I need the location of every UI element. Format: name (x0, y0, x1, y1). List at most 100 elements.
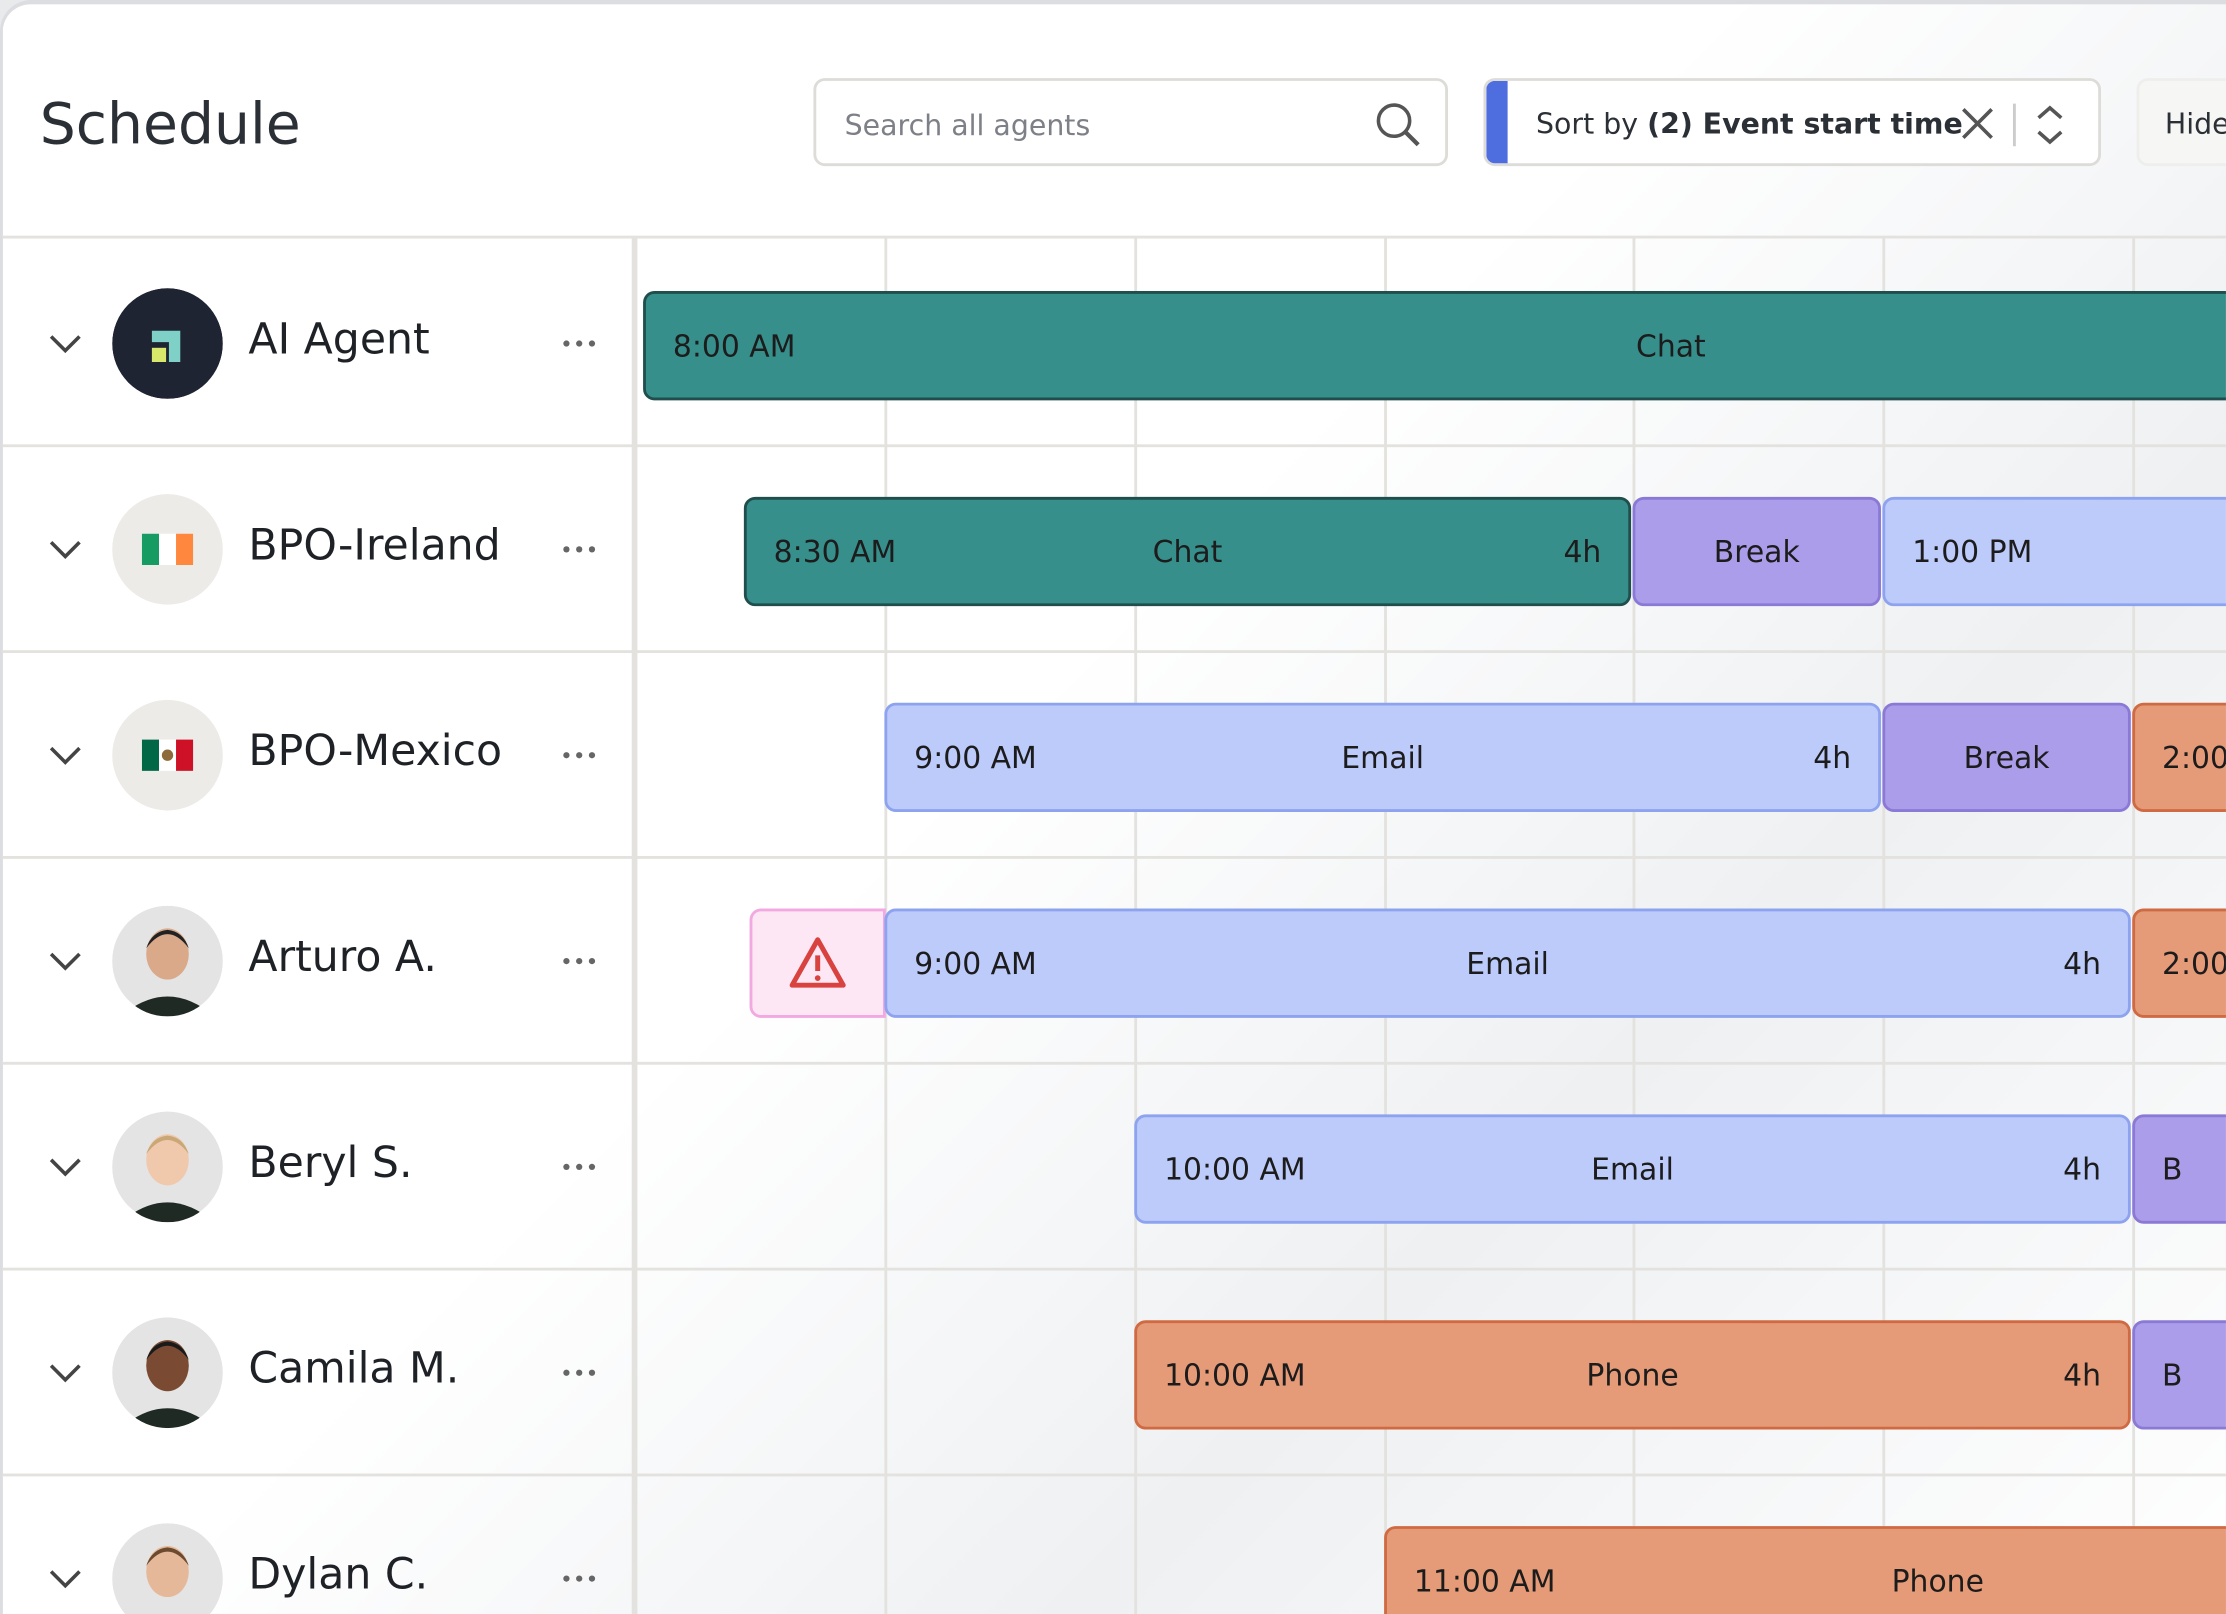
event-block[interactable]: 9:00 AM Email 4h (884, 702, 1881, 813)
agent-avatar (112, 288, 223, 399)
chevron-icon (49, 541, 81, 559)
row-divider (2, 856, 2226, 859)
more-icon (563, 1369, 596, 1376)
chevron-icon (49, 1570, 81, 1589)
event-start: 11:00 AM (1413, 1563, 1556, 1598)
expand-chevron[interactable] (45, 1359, 85, 1387)
more-icon (563, 546, 596, 553)
event-block[interactable]: 9:00 AM Email 4h (884, 908, 2131, 1018)
event-block[interactable]: 1:00 PM (1882, 496, 2226, 607)
event-duration: 4h (1813, 740, 1852, 775)
event-duration: 4h (2063, 1357, 2102, 1392)
avatar-image (112, 1111, 223, 1223)
more-icon (563, 1575, 596, 1582)
event-type: Email (1591, 1152, 1674, 1187)
expand-chevron[interactable] (45, 329, 85, 357)
event-type: Email (1466, 946, 1549, 981)
event-duration: 4h (1563, 534, 1602, 569)
more-icon (563, 1163, 596, 1171)
event-type: Break (1963, 740, 2050, 775)
conflict-warning[interactable] (749, 908, 886, 1018)
sort-control[interactable]: Sort by (2) Event start time (1483, 78, 2102, 167)
page-title: Schedule (39, 92, 301, 158)
more-menu[interactable] (561, 329, 598, 357)
event-type: Break (1713, 534, 1800, 569)
agent-avatar (112, 494, 223, 605)
more-menu[interactable] (561, 1359, 598, 1387)
avatar-image (112, 1523, 223, 1614)
event-block[interactable]: 2:00 (2132, 908, 2226, 1018)
more-icon (563, 340, 596, 347)
more-icon (563, 957, 596, 965)
chevron-icon (49, 746, 81, 765)
event-start: 1:00 PM (1912, 534, 2033, 569)
search-box[interactable]: Search all agents (813, 78, 1448, 167)
event-block[interactable]: 2:00 (2132, 702, 2226, 813)
event-start: 2:00 (2162, 740, 2226, 775)
agent-avatar (112, 699, 223, 811)
event-start: 8:00 AM (672, 328, 796, 363)
sort-actions[interactable] (1955, 103, 2097, 147)
agent-name: BPO-Ireland (248, 520, 501, 571)
more-menu[interactable] (561, 1153, 598, 1181)
agent-name: Dylan C. (248, 1550, 429, 1600)
event-block[interactable]: Break (1632, 496, 1881, 607)
agent-avatar (112, 1317, 223, 1429)
event-type: Chat (1152, 534, 1223, 569)
sort-value: (2) Event start time (1647, 106, 1963, 141)
event-block[interactable]: 8:00 AM Chat (643, 291, 2226, 401)
agent-name: BPO-Mexico (248, 726, 503, 777)
event-type: Email (1341, 740, 1425, 775)
avatar-image (112, 494, 223, 605)
avatar-image (112, 1317, 223, 1429)
expand-chevron[interactable] (45, 1153, 85, 1181)
event-block[interactable]: B (2132, 1320, 2226, 1430)
avatar-image (112, 699, 223, 811)
chevron-icon (49, 1364, 81, 1383)
more-menu[interactable] (561, 535, 598, 563)
agent-name: Camila M. (248, 1344, 460, 1395)
more-menu[interactable] (561, 947, 598, 975)
hide-label: Hide (2164, 106, 2226, 141)
agent-avatar (112, 905, 223, 1017)
agent-name: AI Agent (248, 315, 430, 365)
hide-button[interactable]: Hide (2136, 78, 2226, 167)
event-type: Phone (1891, 1563, 1984, 1598)
chevron-icon (49, 952, 81, 971)
warning-icon (789, 937, 846, 988)
more-menu[interactable] (561, 741, 598, 769)
search-icon (1376, 103, 1420, 147)
expand-chevron[interactable] (45, 1564, 85, 1592)
event-start: B (2162, 1152, 2183, 1187)
row-divider (2, 1267, 2226, 1271)
agent-name: Arturo A. (248, 932, 437, 983)
event-block[interactable]: 8:30 AM Chat 4h (743, 496, 1632, 607)
chevron-icon (49, 1158, 81, 1177)
sort-label: Sort by (2) Event start time (1536, 106, 1963, 140)
expand-chevron[interactable] (45, 535, 85, 563)
chevron-icon (49, 335, 81, 354)
event-block[interactable]: 10:00 AM Phone 4h (1134, 1320, 2131, 1430)
event-start: 10:00 AM (1164, 1357, 1306, 1392)
event-block[interactable]: B (2132, 1114, 2226, 1224)
agent-avatar (112, 1523, 223, 1614)
event-start: 9:00 AM (914, 946, 1037, 981)
event-duration: 4h (2063, 946, 2102, 981)
event-start: 8:30 AM (773, 534, 897, 569)
row-divider (2, 444, 2226, 448)
expand-chevron[interactable] (45, 741, 85, 769)
event-start: 2:00 (2162, 946, 2226, 981)
event-block[interactable]: 10:00 AM Email 4h (1134, 1114, 2131, 1224)
avatar-image (112, 288, 223, 399)
expand-chevron[interactable] (45, 947, 85, 975)
event-block[interactable]: 11:00 AM Phone (1384, 1526, 2226, 1614)
header-divider (2, 235, 2226, 239)
event-block[interactable]: Break (1882, 702, 2131, 813)
avatar-image (112, 905, 223, 1017)
event-type: Phone (1586, 1357, 1679, 1392)
search-placeholder: Search all agents (844, 107, 1091, 142)
more-menu[interactable] (561, 1564, 598, 1592)
event-start: B (2162, 1357, 2183, 1392)
row-divider (2, 650, 2226, 654)
